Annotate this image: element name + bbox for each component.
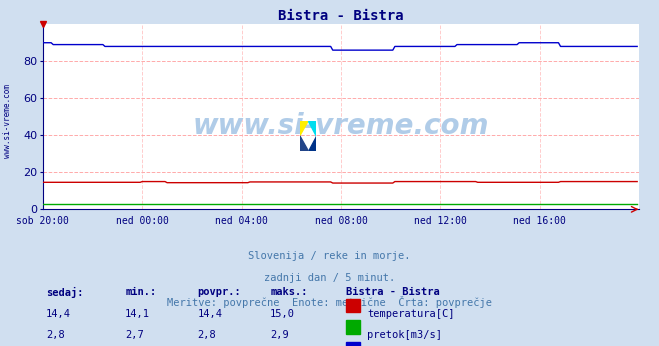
Text: ned 08:00: ned 08:00 — [314, 216, 368, 226]
Text: povpr.:: povpr.: — [198, 287, 241, 297]
Polygon shape — [308, 136, 316, 151]
Text: 2,8: 2,8 — [198, 330, 216, 340]
Text: pretok[m3/s]: pretok[m3/s] — [367, 330, 442, 340]
Text: maks.:: maks.: — [270, 287, 308, 297]
Text: sob 20:00: sob 20:00 — [16, 216, 69, 226]
Text: 14,4: 14,4 — [46, 309, 71, 319]
Text: ned 16:00: ned 16:00 — [513, 216, 566, 226]
Text: ned 12:00: ned 12:00 — [414, 216, 467, 226]
Title: Bistra - Bistra: Bistra - Bistra — [278, 9, 404, 23]
Text: 2,8: 2,8 — [46, 330, 65, 340]
Text: 2,9: 2,9 — [270, 330, 289, 340]
Polygon shape — [300, 136, 308, 151]
Text: 15,0: 15,0 — [270, 309, 295, 319]
Text: ned 04:00: ned 04:00 — [215, 216, 268, 226]
Polygon shape — [300, 121, 308, 136]
Text: Meritve: povprečne  Enote: metrične  Črta: povprečje: Meritve: povprečne Enote: metrične Črta:… — [167, 296, 492, 308]
Text: www.si-vreme.com: www.si-vreme.com — [193, 112, 489, 140]
Polygon shape — [308, 121, 316, 136]
Text: 14,1: 14,1 — [125, 309, 150, 319]
Text: Slovenija / reke in morje.: Slovenija / reke in morje. — [248, 251, 411, 261]
Text: www.si-vreme.com: www.si-vreme.com — [3, 84, 13, 158]
Text: temperatura[C]: temperatura[C] — [367, 309, 455, 319]
Text: zadnji dan / 5 minut.: zadnji dan / 5 minut. — [264, 273, 395, 283]
Text: ned 00:00: ned 00:00 — [116, 216, 169, 226]
Text: sedaj:: sedaj: — [46, 287, 84, 298]
Text: 14,4: 14,4 — [198, 309, 223, 319]
Text: Bistra - Bistra: Bistra - Bistra — [346, 287, 440, 297]
Text: 2,7: 2,7 — [125, 330, 144, 340]
Text: min.:: min.: — [125, 287, 156, 297]
